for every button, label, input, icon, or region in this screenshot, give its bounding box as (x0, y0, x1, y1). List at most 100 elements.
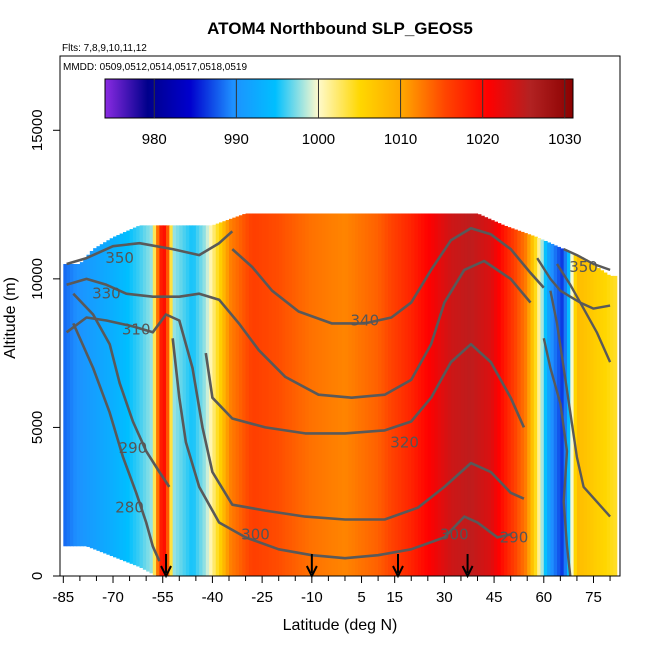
contour-line (66, 230, 234, 266)
heatmap-cell (305, 213, 310, 576)
x-tick-label: 15 (386, 589, 403, 606)
heatmap-cell (358, 213, 363, 576)
heatmap-cell (583, 259, 588, 576)
heatmap-cell (563, 249, 568, 576)
heatmap-cell (543, 240, 548, 576)
contour-line (542, 338, 572, 576)
heatmap-cell (401, 213, 406, 576)
heatmap-cell (222, 221, 227, 576)
contour-label: 300 (440, 525, 469, 543)
heatmap-cell (209, 225, 214, 576)
heatmap-cell (301, 213, 306, 576)
heatmap-cell (344, 213, 349, 576)
heatmap-cell (142, 225, 147, 570)
heatmap-cell (335, 213, 339, 576)
contour-label: 340 (351, 311, 380, 329)
heatmap-cell (361, 213, 366, 576)
heatmap-cell (258, 213, 263, 576)
heatmap-cell (533, 236, 538, 576)
heatmap-cell (527, 234, 532, 576)
contour-label: 280 (115, 499, 144, 517)
heatmap-cell (580, 257, 585, 576)
heatmap-cell (394, 213, 399, 576)
heatmap-cell (414, 213, 419, 576)
heatmap-cell (139, 225, 144, 568)
heatmap-cell (182, 225, 187, 576)
heatmap-cell (106, 240, 111, 555)
heatmap-cell (480, 215, 485, 576)
colorbar-tick-label: 1020 (466, 131, 499, 148)
heatmap-cell (593, 265, 598, 576)
heatmap-cell (255, 213, 260, 576)
heatmap-cell (172, 225, 177, 576)
heatmap-cell (166, 225, 170, 576)
heatmap-cell (331, 213, 336, 576)
heatmap-cell (152, 225, 157, 576)
heatmap-cell (411, 213, 416, 576)
heatmap-cell (557, 246, 561, 576)
flights-subtitle: Flts: 7,8,9,10,11,12 (62, 43, 147, 54)
heatmap-cell (199, 225, 204, 576)
heatmap-cell (553, 245, 558, 576)
x-tick-label: -25 (251, 589, 273, 606)
colorbar-tick-label: 1030 (548, 131, 581, 148)
heatmap-cell (311, 213, 316, 576)
heatmap-cell (232, 217, 237, 576)
contour-lines (65, 227, 612, 576)
heatmap-cell (262, 213, 267, 576)
heatmap-cell (86, 254, 91, 547)
heatmap-cell (278, 213, 283, 576)
contour-line (563, 248, 611, 272)
x-tick-label: -55 (152, 589, 174, 606)
colorbar-tick-label: 990 (224, 131, 249, 148)
heatmap-cell (570, 252, 575, 576)
contour-line (171, 338, 511, 560)
heatmap-cell (192, 225, 197, 576)
heatmap-cell (547, 242, 552, 576)
heatmap-cell (156, 225, 161, 576)
y-tick-label: 5000 (29, 411, 46, 444)
contour-label: 350 (569, 258, 598, 276)
heatmap-cell (523, 233, 528, 576)
heatmap-cell (205, 225, 210, 576)
heatmap-cell (189, 225, 194, 576)
heatmap-cell (351, 213, 356, 576)
y-axis-ticks: 0 5000 10000 15000 (29, 109, 60, 580)
heatmap-cell (219, 222, 223, 576)
heatmap-cell (397, 213, 402, 576)
heatmap-cell (126, 230, 131, 563)
chart-title: ATOM4 Northbound SLP_GEOS5 (207, 19, 473, 38)
heatmap-cell (427, 213, 432, 576)
heatmap-cell (338, 213, 343, 576)
heatmap-cell (295, 213, 300, 576)
x-tick-label: -10 (301, 589, 323, 606)
heatmap-cell (228, 218, 233, 576)
contour-label: 290 (119, 439, 148, 457)
heatmap-cell (225, 220, 230, 576)
heatmap-cell (109, 238, 114, 557)
heatmap-cell (341, 213, 346, 576)
colorbar-tick-label: 1010 (384, 131, 417, 148)
heatmap-cell (149, 225, 154, 574)
heatmap-cell (388, 213, 392, 576)
heatmap-cell (586, 261, 591, 576)
colorbar-tick-label: 980 (142, 131, 167, 148)
contour-label: 320 (390, 433, 419, 451)
heatmap-cell (537, 238, 542, 576)
heatmap-cell (288, 213, 293, 576)
heatmap-cell (447, 213, 452, 576)
heatmap-cell (404, 213, 409, 576)
contour-label: 300 (241, 525, 270, 543)
contour-line (204, 342, 526, 435)
heatmap-cell (146, 225, 151, 572)
x-tick-label: -85 (52, 589, 74, 606)
contour-line (555, 263, 612, 363)
heatmap-cell (73, 264, 78, 547)
heatmap-cell (248, 213, 253, 576)
heatmap-cell (364, 213, 369, 576)
heatmap-cell (63, 264, 68, 547)
colorbar-gradient (104, 78, 574, 119)
heatmap-cell (238, 215, 243, 576)
